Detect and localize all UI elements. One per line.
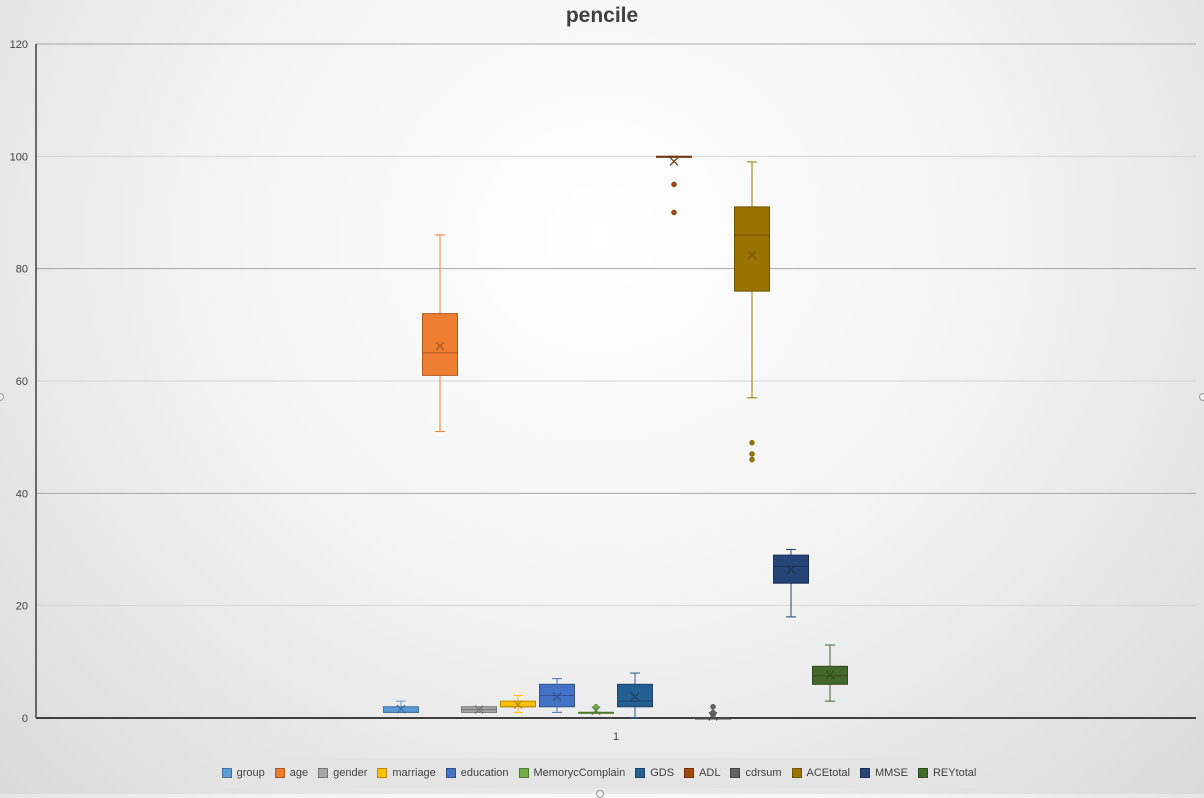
box-marriage [500, 695, 536, 713]
legend-item-group: group [221, 767, 265, 779]
legend-swatch [730, 768, 741, 778]
box-gender [461, 705, 497, 714]
legend-item-marriage: marriage [377, 767, 436, 779]
legend-swatch [917, 768, 928, 778]
mean-marker [630, 692, 640, 702]
mean-marker [474, 705, 484, 714]
legend-label: marriage [392, 767, 436, 779]
legend-item-REYtotal: REYtotal [917, 767, 977, 779]
legend: group age gender marriage education MemorycCo… [221, 758, 977, 788]
legend-swatch [859, 768, 870, 778]
legend-label: ADL [699, 767, 721, 779]
outlier-point [749, 451, 755, 457]
legend-swatch [377, 768, 388, 778]
legend-item-gender: gender [318, 767, 367, 779]
bottom-resize-handle[interactable] [596, 790, 604, 798]
outlier-point [710, 704, 716, 710]
legend-label: age [289, 767, 309, 779]
outlier-point [671, 181, 677, 188]
box-cdrsum [695, 704, 731, 721]
box-MemorycComplain [578, 704, 614, 716]
outlier-point [671, 209, 677, 216]
y-tick-label: 120 [10, 39, 28, 51]
mean-marker [825, 670, 835, 680]
legend-item-ACEtotal: ACEtotal [791, 767, 850, 779]
legend-item-ADL: ADL [684, 767, 720, 779]
mean-marker [552, 692, 562, 702]
y-tick-label: 100 [10, 151, 28, 163]
legend-item-age: age [274, 767, 309, 779]
legend-swatch [318, 768, 329, 778]
x-tick-label: 1 [613, 731, 619, 743]
mean-marker [396, 704, 406, 714]
legend-label: REYtotal [932, 767, 977, 779]
legend-label: education [460, 767, 509, 779]
outlier-point [710, 709, 716, 716]
outlier-point [749, 456, 755, 463]
legend-swatch [445, 768, 456, 778]
y-tick-label: 60 [16, 376, 28, 388]
legend-item-GDS: GDS [635, 767, 674, 779]
legend-label: MemorycComplain [533, 767, 626, 779]
right-resize-handle[interactable] [1199, 393, 1204, 401]
mean-marker [786, 565, 796, 575]
legend-label: MMSE [874, 767, 908, 779]
mean-marker [747, 250, 757, 260]
box-ACEtotal [734, 161, 770, 463]
legend-item-MMSE: MMSE [859, 767, 908, 779]
y-tick-label: 0 [22, 713, 28, 725]
mean-marker [435, 341, 445, 351]
y-tick-label: 80 [16, 264, 28, 276]
mean-marker [513, 700, 523, 709]
box-iqr [734, 206, 770, 292]
legend-label: GDS [650, 767, 675, 779]
box-education [539, 678, 575, 713]
legend-item-MemorycComplain: MemorycComplain [518, 767, 626, 779]
legend-label: cdrsum [745, 767, 782, 779]
y-tick-label: 20 [16, 601, 28, 613]
box-age [422, 234, 458, 433]
legend-swatch [635, 768, 646, 778]
legend-swatch [684, 768, 695, 778]
box-ADL [656, 155, 692, 216]
box-MMSE [773, 549, 809, 618]
legend-label: ACEtotal [806, 767, 850, 779]
box-GDS [617, 672, 653, 719]
box-group [383, 700, 419, 714]
mean-marker [591, 706, 601, 716]
box-REYtotal [812, 644, 848, 702]
box-iqr [617, 683, 653, 708]
legend-swatch [221, 768, 232, 778]
legend-label: group [236, 767, 265, 779]
y-tick-label: 40 [16, 488, 28, 500]
chart-title: pencile [565, 4, 639, 27]
box-iqr [422, 313, 458, 376]
legend-item-cdrsum: cdrsum [730, 767, 782, 779]
legend-swatch [791, 768, 802, 778]
legend-swatch [518, 768, 529, 778]
outlier-point [749, 440, 755, 446]
mean-marker [669, 156, 679, 166]
outlier-point [593, 704, 599, 710]
legend-swatch [274, 768, 285, 778]
legend-label: gender [333, 767, 368, 779]
legend-item-education: education [445, 767, 509, 779]
